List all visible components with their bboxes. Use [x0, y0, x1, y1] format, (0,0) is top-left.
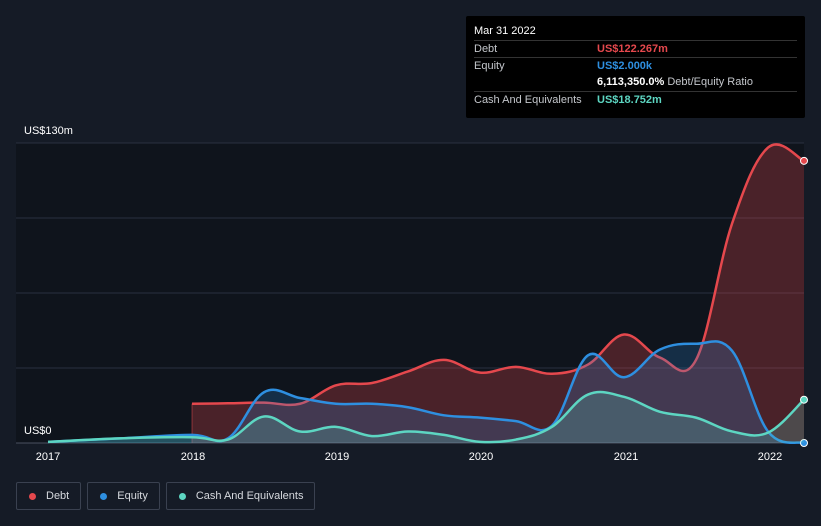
y-axis-zero-label: US$0 — [24, 425, 52, 437]
legend-item-cash[interactable]: Cash And Equivalents — [165, 482, 316, 510]
tooltip-cash-row: Cash And Equivalents US$18.752m — [474, 91, 797, 109]
legend-item-equity[interactable]: Equity — [87, 482, 160, 510]
tooltip-equity-row: Equity US$2.000k — [474, 57, 797, 75]
tooltip-ratio-label: Debt/Equity Ratio — [667, 76, 753, 88]
data-tooltip: Mar 31 2022 Debt US$122.267m Equity US$2… — [466, 16, 805, 118]
tooltip-debt-row: Debt US$122.267m — [474, 40, 797, 58]
x-tick-label: 2022 — [757, 451, 783, 463]
legend-label-equity: Equity — [117, 490, 148, 502]
legend-label-cash: Cash And Equivalents — [195, 490, 304, 502]
tooltip-equity-value: US$2.000k — [597, 60, 653, 72]
legend-dot-equity — [100, 492, 108, 500]
debt-line — [191, 143, 805, 407]
tooltip-cash-label: Cash And Equivalents — [474, 94, 582, 106]
cash-and-equivalents-area — [48, 392, 804, 443]
tooltip-debt-label: Debt — [474, 43, 498, 55]
equity-end-marker — [800, 438, 808, 447]
chart-legend: Debt Equity Cash And Equivalents — [16, 482, 321, 510]
tooltip-debt-value: US$122.267m — [597, 43, 668, 55]
y-axis-max-label: US$130m — [24, 125, 73, 137]
legend-dot-cash — [178, 492, 186, 500]
x-tick-label: 2019 — [324, 451, 350, 463]
tooltip-equity-label: Equity — [474, 60, 505, 72]
cash-and-equivalents-line — [47, 390, 805, 444]
legend-label-debt: Debt — [46, 490, 70, 502]
tooltip-ratio: 6,113,350.0% Debt/Equity Ratio — [597, 76, 753, 88]
tooltip-ratio-row: 6,113,350.0% Debt/Equity Ratio — [474, 74, 797, 91]
tooltip-cash-value: US$18.752m — [597, 94, 662, 106]
equity-area — [48, 341, 804, 443]
x-tick-label: 2020 — [468, 451, 494, 463]
tooltip-ratio-value: 6,113,350.0% — [597, 76, 665, 88]
x-tick-label: 2021 — [613, 451, 639, 463]
legend-dot-debt — [29, 492, 36, 500]
debt-end-marker — [800, 156, 808, 165]
legend-item-debt[interactable]: Debt — [16, 482, 82, 510]
tooltip-date: Mar 31 2022 — [474, 25, 536, 37]
x-tick-label: 2017 — [35, 451, 61, 463]
debt-area — [192, 144, 804, 444]
x-tick-label: 2018 — [180, 451, 206, 463]
cash-and-equivalents-end-marker — [800, 395, 808, 404]
